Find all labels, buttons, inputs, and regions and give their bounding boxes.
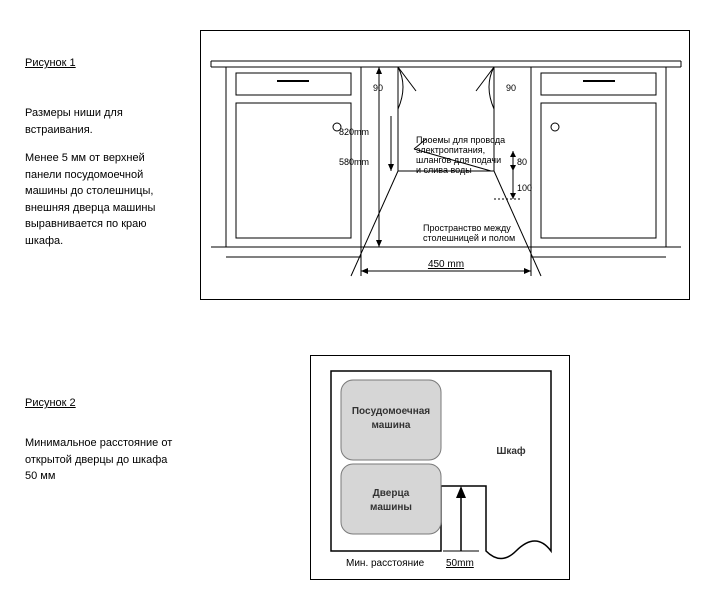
figure2-svg: Посудомоечная машина Дверца машины Шкаф …: [311, 356, 571, 581]
page: Рисунок 1 Размеры ниши для встраивания. …: [0, 0, 707, 595]
min-distance-label: Мин. расстояние: [346, 558, 425, 569]
angle-left-label: 90: [373, 83, 383, 93]
angle-right-label: 90: [506, 83, 516, 93]
width-450-label: 450 mm: [428, 259, 464, 270]
space-line2: столешницей и полом: [423, 233, 515, 243]
machine-line2: машина: [372, 420, 411, 431]
figure2-caption: Минимальное расстояние от открытой дверц…: [25, 435, 180, 485]
figure2-box: Посудомоечная машина Дверца машины Шкаф …: [310, 355, 570, 580]
door-line1: Дверца: [373, 488, 410, 499]
figure1-title: Рисунок 1: [25, 55, 180, 72]
machine-line1: Посудомоечная: [352, 406, 430, 417]
figure1-caption-2: Менее 5 мм от верхней панели посудомоечн…: [25, 150, 180, 249]
openings-line1: Проемы для провода: [416, 135, 505, 145]
space-line1: Пространство между: [423, 223, 511, 233]
min-distance-value: 50mm: [446, 558, 474, 569]
figure2-title: Рисунок 2: [25, 395, 180, 412]
gap-80-label: 80: [517, 157, 527, 167]
openings-line2: электропитания,: [416, 145, 485, 155]
height-580-label: 580mm: [339, 157, 369, 167]
figure1-svg: 90 90 820mm 580mm Проемы для провода эле…: [201, 31, 691, 301]
figure1-text-block: Рисунок 1: [25, 55, 180, 82]
door-line2: машины: [370, 502, 412, 513]
cabinet-label: Шкаф: [496, 445, 526, 457]
right-cabinet: [531, 67, 666, 247]
openings-line4: и слива воды: [416, 165, 472, 175]
openings-line3: шлангов для подачи: [416, 155, 501, 165]
figure2-text-block: Рисунок 2: [25, 395, 180, 422]
figure1-box: 90 90 820mm 580mm Проемы для провода эле…: [200, 30, 690, 300]
figure1-caption-1: Размеры ниши для встраивания.: [25, 105, 180, 138]
height-820-label: 820mm: [339, 127, 369, 137]
gap-100-label: 100: [517, 183, 532, 193]
